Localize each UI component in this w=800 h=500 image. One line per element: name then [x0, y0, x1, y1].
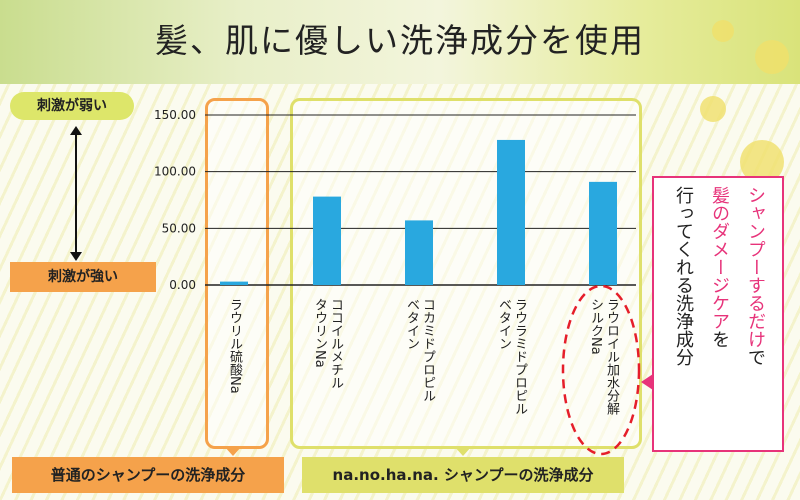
- callout-pointer: [641, 374, 653, 390]
- x-tick-label: ラウラミドプロピル ベタイン: [496, 298, 527, 415]
- scale-arrow-line: [75, 130, 77, 254]
- arrow-down-icon: [70, 252, 82, 261]
- x-tick-label: ラウロイル加水分解 シルクNa: [588, 298, 619, 415]
- y-tick-label: 0.00: [169, 278, 196, 292]
- footer-label-nanohana: na.no.ha.na. シャンプーの洗浄成分: [302, 457, 624, 493]
- callout-line-2: 髪のダメージケアを: [706, 186, 732, 348]
- highlight-ellipse: [561, 284, 641, 456]
- callout-line-3: 行ってくれる洗浄成分: [673, 186, 694, 366]
- callout-box: シャンプーするだけで 髪のダメージケアを 行ってくれる洗浄成分: [652, 176, 784, 452]
- bar: [589, 181, 617, 285]
- y-tick-label: 100.00: [154, 165, 196, 179]
- callout-line-2-emphasis: 髪のダメージケア: [709, 186, 730, 330]
- group-pointer-left: [224, 446, 242, 456]
- x-tick-label: コカミドプロピル ベタイン: [404, 298, 435, 402]
- bar: [405, 220, 433, 285]
- bar: [220, 281, 248, 285]
- group-box-regular: [205, 98, 269, 449]
- title-band: [0, 0, 800, 84]
- bar: [497, 139, 525, 285]
- decor-dot: [700, 96, 726, 122]
- footer-label-regular: 普通のシャンプーの洗浄成分: [12, 457, 284, 493]
- x-tick-label: ココイルメチル タウリンNa: [312, 298, 343, 389]
- y-tick-label: 150.00: [154, 108, 196, 122]
- callout-line-1-rest: で: [745, 348, 766, 366]
- callout-line-1-emphasis: シャンプーするだけ: [745, 186, 766, 348]
- scale-label-strong: 刺激が強い: [10, 262, 156, 292]
- page-title: 髪、肌に優しい洗浄成分を使用: [155, 21, 645, 60]
- decor-dot: [712, 20, 734, 42]
- scale-label-weak: 刺激が弱い: [10, 92, 134, 120]
- group-box-nanohana: [290, 98, 642, 449]
- callout-line-1: シャンプーするだけで: [742, 186, 768, 366]
- x-tick-label: ラウリル硫酸Na: [227, 298, 242, 394]
- callout-line-2-rest: を: [709, 330, 730, 348]
- group-pointer-right: [454, 446, 472, 456]
- y-tick-label: 50.00: [162, 221, 196, 235]
- decor-dot: [755, 40, 789, 74]
- bar: [313, 196, 341, 285]
